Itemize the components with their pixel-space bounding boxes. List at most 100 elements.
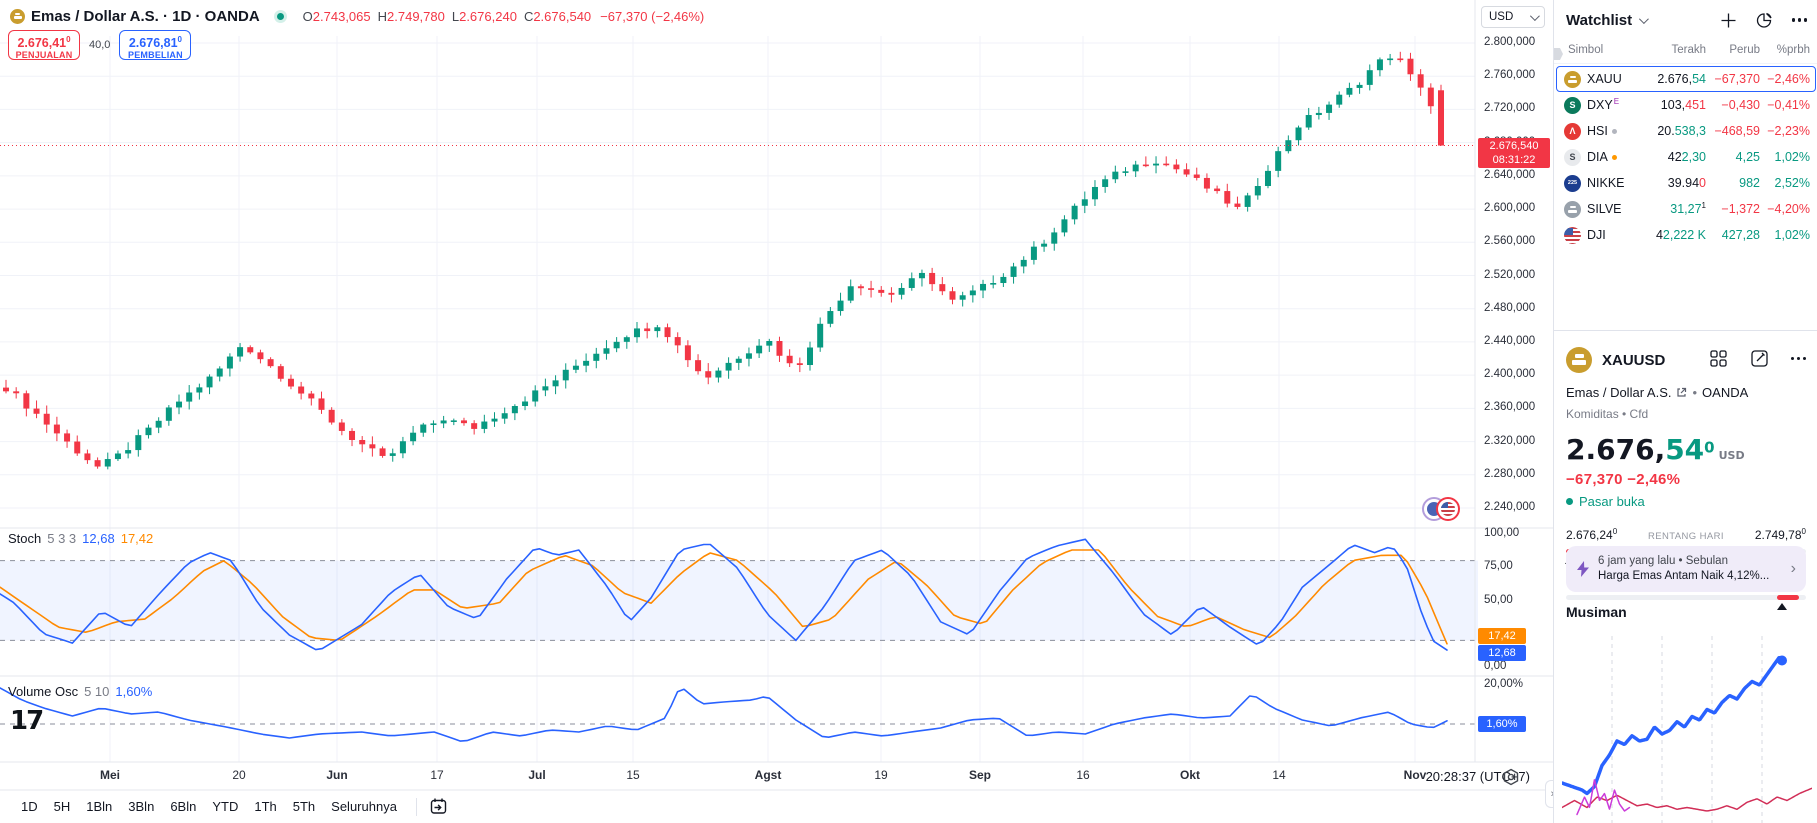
change-percent: −2,23% — [1767, 124, 1810, 138]
stoch-axis-label[interactable]: 0,00 — [1484, 660, 1507, 672]
watchlist-more-icon[interactable] — [1791, 18, 1807, 22]
market-status: Pasar buka — [1566, 494, 1645, 509]
seasonal-chart[interactable] — [1562, 628, 1812, 823]
time-tick-19[interactable]: 19 — [874, 768, 888, 782]
time-tick-17[interactable]: 17 — [430, 768, 444, 782]
market-open-dot-icon[interactable] — [273, 9, 287, 23]
buy-label: PEMBELIAN — [128, 50, 183, 61]
flag-column-icon[interactable] — [1554, 48, 1566, 60]
stoch-k-badge: 12,68 — [1478, 645, 1526, 661]
watchlist-row-xauu[interactable]: XAUU 2.676,54 −67,370 −2,46% — [1554, 66, 1817, 92]
last-price: 20.538,3 — [1657, 124, 1706, 138]
currency-dropdown[interactable]: USD — [1481, 6, 1545, 28]
watchlist-row-dji[interactable]: DJI 42,222 K 427,28 1,02% — [1554, 222, 1817, 248]
time-tick-14[interactable]: 14 — [1272, 768, 1286, 782]
price-axis-label[interactable]: 2.800,000 — [1484, 36, 1536, 48]
add-symbol-icon[interactable] — [1720, 12, 1737, 29]
change-value: 4,25 — [1735, 150, 1760, 164]
seasonal-line-current-year — [1562, 655, 1784, 796]
change-value: 427,28 — [1721, 228, 1760, 242]
price-axis-label[interactable]: 2.720,000 — [1484, 102, 1536, 115]
chevron-right-icon: › — [1790, 560, 1796, 577]
gold-coin-icon — [10, 8, 25, 24]
price-axis-label[interactable]: 2.440,000 — [1484, 334, 1536, 347]
stoch-axis-label[interactable]: 75,00 — [1484, 560, 1513, 573]
price-axis-label[interactable]: 2.400,000 — [1484, 368, 1536, 381]
volume-axis-label[interactable]: 20,00% — [1484, 678, 1524, 690]
price-axis-label[interactable]: 2.600,000 — [1484, 202, 1536, 215]
change-value: 982 — [1739, 176, 1760, 190]
time-tick-15[interactable]: 15 — [626, 768, 640, 782]
sell-label: PENJUALAN — [15, 50, 73, 61]
hsi-symbol-icon: Λ — [1564, 122, 1581, 140]
time-tick-jun[interactable]: Jun — [326, 768, 348, 782]
trade-buttons: 2.676,410 PENJUALAN 40,0 2.676,810 PEMBE… — [8, 30, 192, 61]
stoch-axis-label[interactable]: 100,00 — [1484, 527, 1520, 539]
price-axis-label[interactable]: 2.760,000 — [1484, 69, 1536, 82]
range-button-6bln[interactable]: 6Bln — [170, 799, 197, 814]
economic-event-icons[interactable] — [1422, 497, 1474, 522]
news-card[interactable]: 6 jam yang lalu • Sebulan Harga Emas Ant… — [1566, 546, 1806, 592]
price-axis-label[interactable]: 2.240,000 — [1484, 501, 1536, 513]
price-axis-label[interactable]: 2.480,000 — [1484, 301, 1536, 314]
stoch-legend[interactable]: Stoch 5 3 3 12,68 17,42 — [8, 531, 154, 546]
symbol-more-icon[interactable] — [1790, 356, 1806, 361]
time-tick-nov[interactable]: Nov — [1403, 768, 1427, 782]
price-axis-label[interactable]: 2.640,000 — [1484, 168, 1536, 181]
price-axis-label[interactable]: 2.360,000 — [1484, 401, 1536, 414]
time-axis-settings-icon[interactable] — [1502, 768, 1520, 786]
sell-button[interactable]: 2.676,410 PENJUALAN — [8, 30, 80, 60]
goto-date-icon[interactable] — [429, 797, 448, 816]
watchlist-row-hsi[interactable]: Λ HSI 20.538,3 −468,59 −2,23% — [1554, 118, 1817, 144]
nikkei-symbol-icon: 225 — [1564, 174, 1581, 192]
silver-symbol-icon — [1564, 200, 1581, 218]
time-tick-mei[interactable]: Mei — [99, 768, 121, 782]
range-button-5h[interactable]: 5H — [53, 799, 71, 814]
volume-osc-legend[interactable]: Volume Osc 5 10 1,60% — [8, 684, 153, 699]
range-button-3bln[interactable]: 3Bln — [128, 799, 155, 814]
watchlist-row-dxy[interactable]: S DXY E 103,451 −0,430 −0,41% — [1554, 92, 1817, 118]
us-event-flag-icon[interactable] — [1436, 497, 1460, 521]
price-axis-label[interactable]: 2.320,000 — [1484, 434, 1536, 447]
range-button-1d[interactable]: 1D — [21, 799, 38, 814]
price-axis-label[interactable]: 2.560,000 — [1484, 235, 1536, 248]
heatmap-donut-icon[interactable] — [1755, 11, 1774, 30]
time-tick-okt[interactable]: Okt — [1179, 768, 1201, 782]
watchlist-row-dia[interactable]: S DIA 422,30 4,25 1,02% — [1554, 144, 1817, 170]
symbol-type: Komiditas • Cfd — [1566, 407, 1649, 421]
range-button-5th[interactable]: 5Th — [292, 799, 316, 814]
range-button-1th[interactable]: 1Th — [254, 799, 277, 814]
symbol-subtitle[interactable]: Emas / Dollar A.S. — [1566, 385, 1672, 400]
time-tick-jul[interactable]: Jul — [528, 768, 546, 782]
week52-range-bar — [1566, 595, 1806, 600]
ohlc-item: H2.749,780 — [377, 8, 445, 24]
time-tick-sep[interactable]: Sep — [968, 768, 992, 782]
range-button-1bln[interactable]: 1Bln — [86, 799, 113, 814]
watchlist-row-nikke[interactable]: 225 NIKKE 39.940 982 2,52% — [1554, 170, 1817, 196]
buy-button[interactable]: 2.676,810 PEMBELIAN — [119, 30, 192, 61]
price-axis-label[interactable]: 2.280,000 — [1484, 467, 1536, 480]
watchlist-row-silve[interactable]: SILVE 31,271 −1,372 −4,20% — [1554, 196, 1817, 222]
grid-view-icon[interactable] — [1709, 349, 1728, 368]
symbol-title[interactable]: Emas / Dollar A.S. · 1D · OANDA — [31, 7, 260, 25]
news-meta: 6 jam yang lalu • Sebulan — [1598, 555, 1728, 567]
symbol-detail-panel: XAUUSD Emas / Dollar A.S. — [1554, 330, 1817, 610]
symbol-ticker: XAUU — [1587, 72, 1622, 86]
price-axis-label[interactable]: 2.520,000 — [1484, 268, 1536, 281]
range-button-seluruhnya[interactable]: Seluruhnya — [331, 799, 397, 814]
range-button-ytd[interactable]: YTD — [212, 799, 239, 814]
watchlist-title[interactable]: Watchlist — [1566, 12, 1649, 29]
chart-canvas[interactable] — [0, 0, 1553, 823]
stoch-k-value: 12,68 — [82, 531, 115, 546]
tradingview-logo[interactable]: 17 — [10, 706, 44, 736]
stoch-axis-label[interactable]: 50,00 — [1484, 593, 1513, 606]
time-tick-20[interactable]: 20 — [232, 768, 246, 782]
time-tick-agst[interactable]: Agst — [754, 768, 782, 782]
symbol-name[interactable]: XAUUSD — [1602, 351, 1666, 369]
external-link-icon[interactable] — [1676, 387, 1687, 398]
watchlist-column-headers[interactable]: Simbol Terakh Perub %prbh — [1554, 44, 1817, 64]
time-tick-16[interactable]: 16 — [1076, 768, 1090, 782]
change-percent: −2,46% — [1767, 72, 1810, 86]
gold-coin-icon — [1566, 347, 1592, 373]
compose-note-icon[interactable] — [1750, 349, 1769, 368]
